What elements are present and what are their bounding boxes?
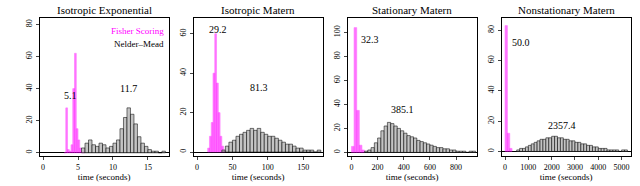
svg-text:0: 0: [25, 150, 34, 154]
svg-text:60: 60: [487, 55, 496, 63]
svg-text:50: 50: [228, 163, 236, 172]
svg-text:20: 20: [487, 116, 496, 124]
svg-text:Fisher Scoring: Fisher Scoring: [111, 26, 164, 36]
svg-text:time (seconds): time (seconds): [232, 172, 285, 182]
svg-text:Stationary Matern: Stationary Matern: [372, 4, 452, 16]
svg-text:100: 100: [333, 25, 342, 37]
svg-text:60: 60: [333, 75, 342, 83]
svg-text:800: 800: [450, 163, 462, 172]
svg-text:5000: 5000: [614, 163, 630, 172]
svg-text:40: 40: [487, 86, 496, 94]
svg-text:5: 5: [76, 163, 80, 172]
svg-text:time (seconds): time (seconds): [386, 172, 439, 182]
svg-text:150: 150: [297, 163, 309, 172]
svg-text:20: 20: [179, 107, 188, 115]
svg-text:0: 0: [349, 163, 353, 172]
svg-text:time (seconds): time (seconds): [78, 172, 131, 182]
svg-text:2357.4: 2357.4: [548, 120, 576, 131]
svg-text:60: 60: [179, 29, 188, 37]
svg-text:Nelder–Mead: Nelder–Mead: [114, 39, 164, 49]
svg-text:0: 0: [195, 163, 199, 172]
svg-text:400: 400: [398, 163, 410, 172]
svg-text:Nonstationary Matern: Nonstationary Matern: [518, 4, 615, 16]
svg-text:80: 80: [487, 25, 496, 33]
svg-text:0: 0: [333, 149, 342, 153]
svg-text:0: 0: [503, 163, 507, 172]
svg-text:32.3: 32.3: [361, 34, 379, 45]
svg-text:40: 40: [333, 99, 342, 107]
svg-text:5.1: 5.1: [64, 90, 77, 101]
svg-text:0: 0: [179, 149, 188, 153]
svg-text:20: 20: [333, 123, 342, 131]
svg-text:15: 15: [144, 163, 152, 172]
svg-text:80: 80: [333, 51, 342, 59]
svg-text:0: 0: [487, 148, 496, 152]
svg-text:4000: 4000: [590, 163, 606, 172]
svg-text:1000: 1000: [520, 163, 536, 172]
svg-text:100: 100: [262, 163, 274, 172]
svg-text:Isotropic Exponential: Isotropic Exponential: [57, 4, 152, 16]
svg-text:10: 10: [109, 163, 117, 172]
svg-text:3000: 3000: [567, 163, 583, 172]
svg-text:11.7: 11.7: [120, 83, 137, 94]
svg-text:2000: 2000: [544, 163, 560, 172]
svg-text:time (seconds): time (seconds): [540, 172, 593, 182]
svg-text:20: 20: [25, 116, 34, 124]
svg-text:0: 0: [41, 163, 45, 172]
svg-text:50.0: 50.0: [512, 37, 530, 48]
svg-text:40: 40: [25, 83, 34, 91]
svg-text:385.1: 385.1: [391, 104, 414, 115]
svg-text:29.2: 29.2: [209, 24, 227, 35]
svg-text:Isotropic Matern: Isotropic Matern: [221, 4, 295, 16]
svg-text:60: 60: [25, 51, 34, 59]
svg-text:81.3: 81.3: [250, 82, 268, 93]
svg-text:600: 600: [424, 163, 436, 172]
svg-text:80: 80: [25, 19, 34, 27]
svg-text:40: 40: [179, 68, 188, 76]
svg-text:200: 200: [372, 163, 384, 172]
